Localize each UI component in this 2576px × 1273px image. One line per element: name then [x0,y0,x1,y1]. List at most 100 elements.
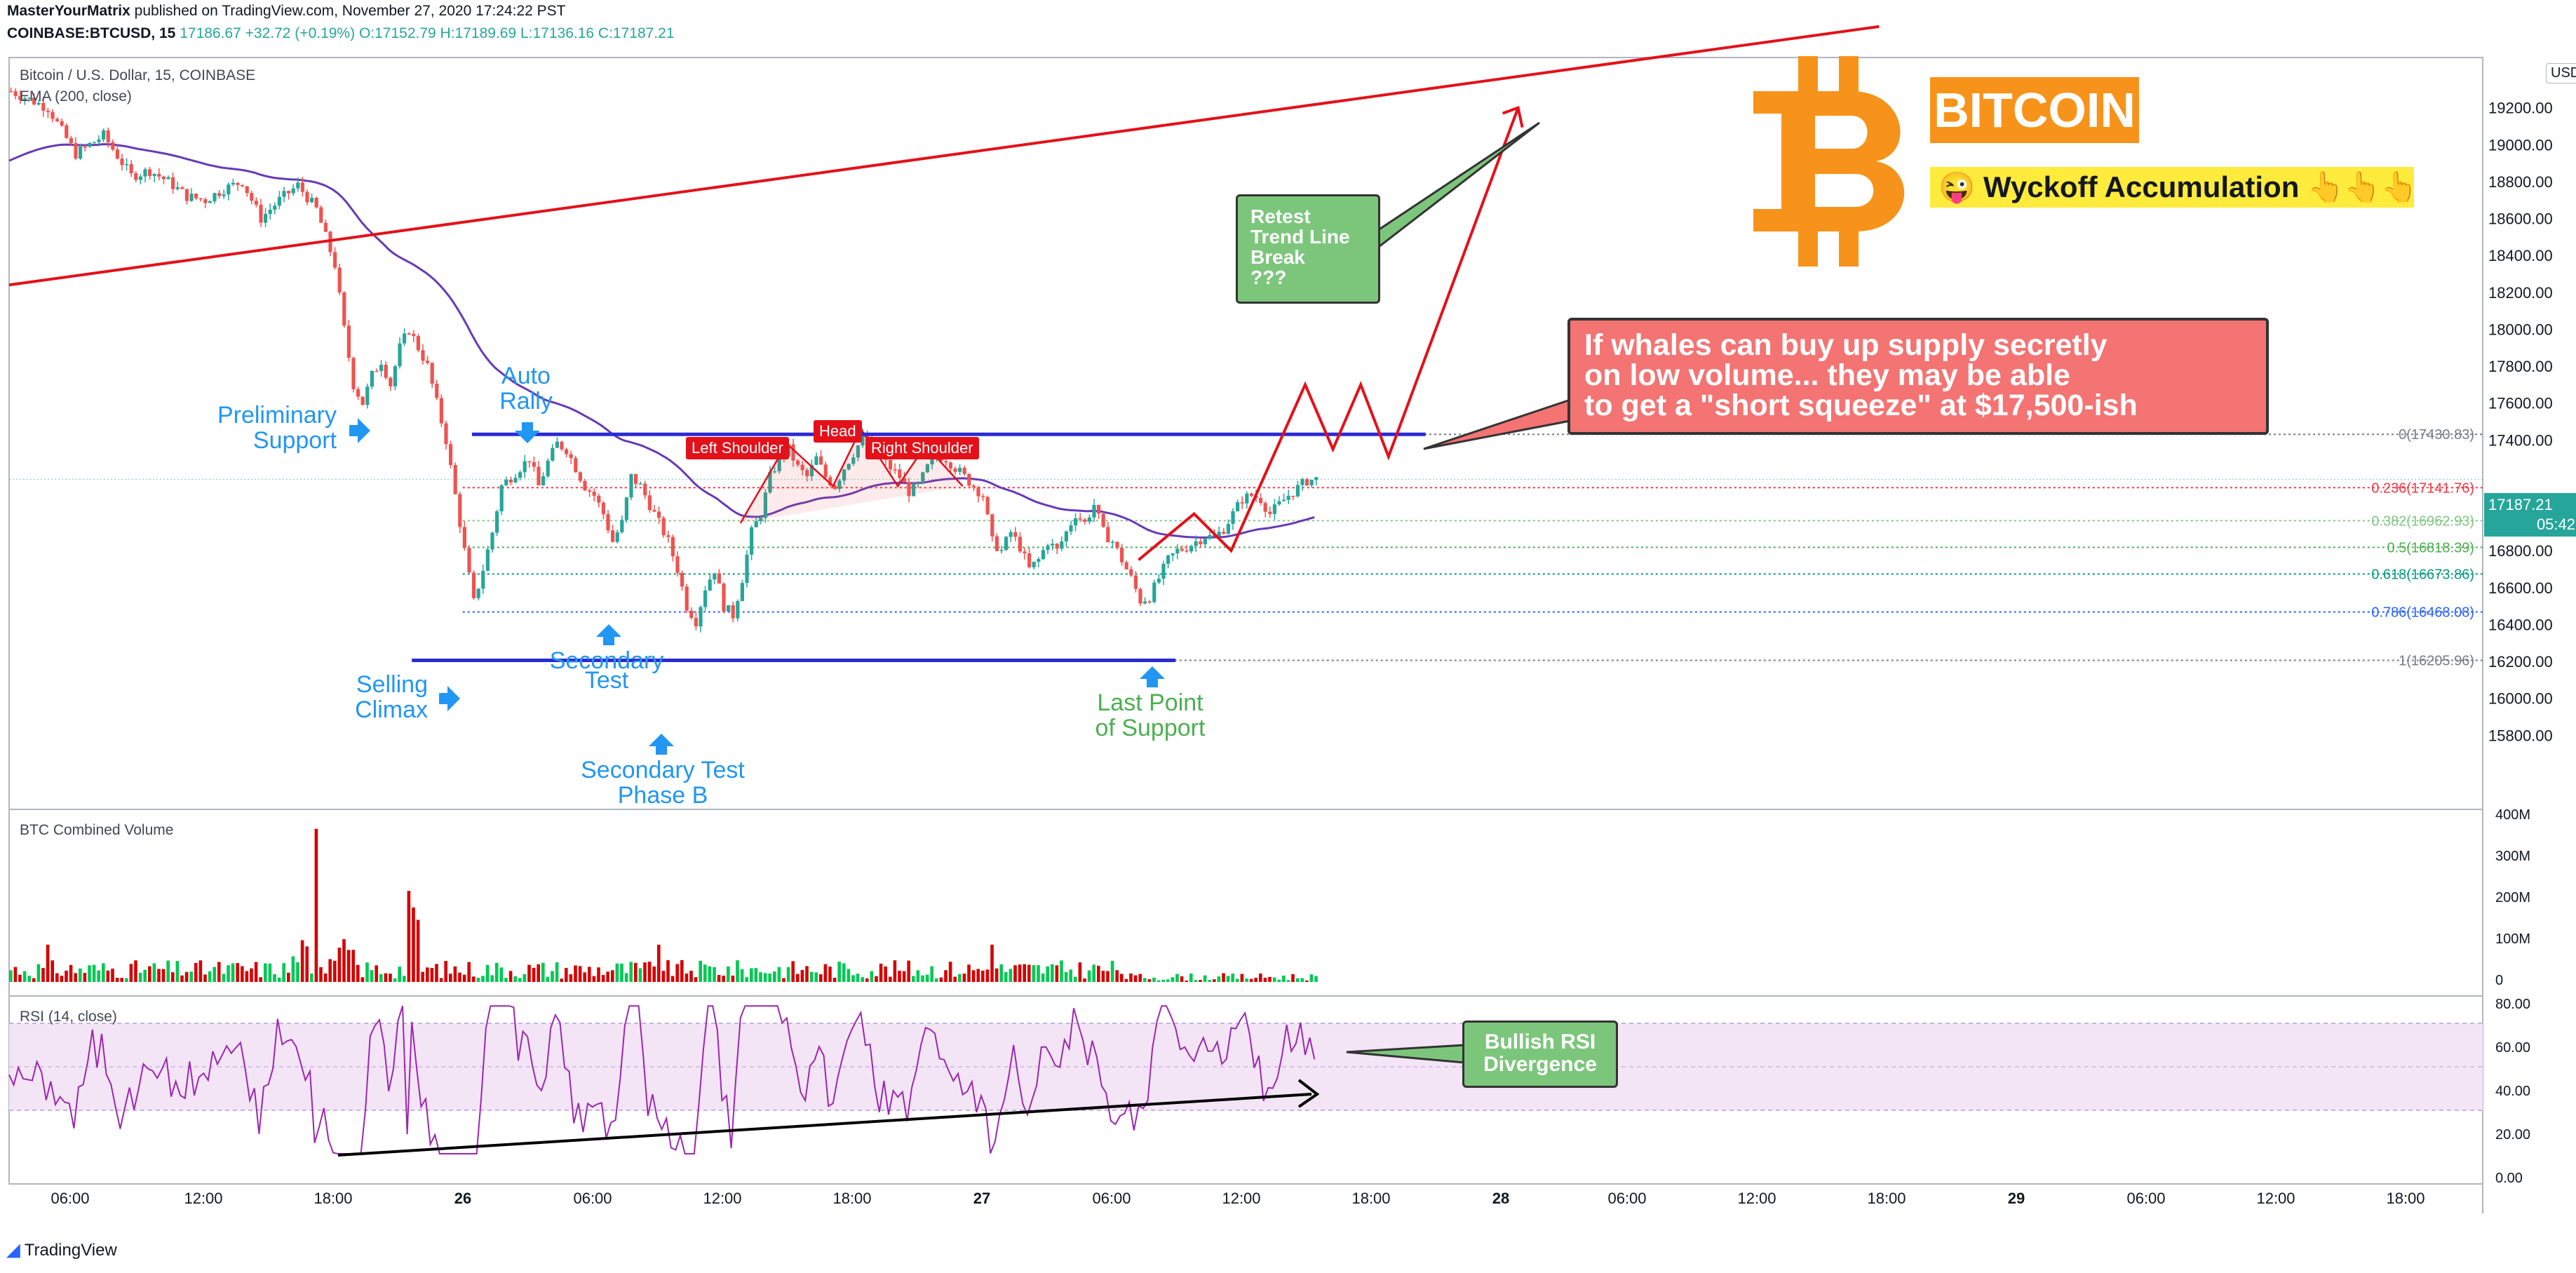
price-tick-label: 18200.00 [2488,284,2553,302]
volume-bar [745,977,748,982]
candle-body [1037,559,1041,562]
candle-body [412,333,416,337]
volume-bar [1277,979,1281,982]
candle-body [722,584,726,612]
range-lines[interactable] [412,432,1426,663]
candle-body [46,110,50,112]
volume-bar [851,975,855,982]
rsi-divergence-callout[interactable]: Bullish RSI Divergence [1462,1021,1618,1088]
publish-line: MasterYourMatrix published on TradingVie… [7,3,566,20]
head-tag[interactable]: Head [814,420,862,443]
volume-bar [435,964,438,982]
volume-bar [1208,980,1211,982]
currency-button[interactable]: USD [2546,63,2576,83]
volume-bar [615,963,619,982]
candle-body [643,483,647,496]
ema-legend[interactable]: EMA (200, close) [20,88,132,105]
candle-body [1268,511,1272,514]
fib-level-label: 0(17430.83) [2399,427,2474,443]
rsi-divergence-arrowhead [1297,1079,1320,1108]
candle-body [1156,579,1161,583]
volume-bar [546,976,550,982]
volume-bar [1263,978,1267,982]
candle-body [157,173,161,177]
rsi-tick-label: 40.00 [2495,1084,2530,1099]
candle-body [389,377,393,386]
trend-line[interactable] [8,25,1880,287]
candle-body [416,336,420,351]
candle-body [1185,550,1189,552]
time-tick-label: 18:00 [1867,1190,1906,1207]
candle-body [555,441,559,448]
author-name[interactable]: MasterYourMatrix [7,3,130,19]
selling-climax-label: Selling Climax [330,672,428,722]
right-shoulder-tag[interactable]: Right Shoulder [865,437,979,459]
volume-tick-label: 200M [2495,890,2530,905]
volume-bar [189,971,193,982]
volume-bar [1156,980,1161,982]
projection-path[interactable] [1138,105,1524,561]
candle-body [449,444,453,465]
time-tick-label: 27 [973,1190,990,1207]
volume-bar [79,968,82,982]
volume-bar [1110,960,1114,982]
candle-body [1217,532,1221,537]
volume-bar [717,975,721,982]
volume-bar [601,975,605,982]
secondary-test-label: Secondary Test [540,648,673,693]
candle-body [745,554,749,584]
volume-bar [1055,965,1059,982]
candle-body [403,333,407,344]
candle-body [305,191,309,203]
secondary-test-b-line1: Secondary Test [581,757,745,783]
candle-body [111,142,115,150]
candle-body [1124,562,1128,570]
price-tick-label: 17600.00 [2488,395,2553,412]
volume-bar [527,964,531,982]
retest-line3: Break [1250,246,1305,268]
volume-bar [958,974,962,982]
candle-body [694,618,698,627]
candle-body [578,472,582,481]
fibonacci-retracement[interactable]: 0(17430.83) 0.236(17141.76) 0.382(16962.93… [9,427,2483,669]
candle-body [513,478,518,483]
volume-bar [485,964,490,982]
retest-callout-tail [1375,121,1540,252]
volume-bar [809,971,814,982]
volume-bar [680,959,684,982]
price-tick-label: 17800.00 [2488,358,2553,375]
candle-body [1314,477,1319,480]
left-shoulder-tag[interactable]: Left Shoulder [686,437,789,459]
candle-body [1120,548,1124,563]
volume-bar [1097,965,1100,982]
candle-body [245,186,249,194]
auto-rally-line2: Rally [499,388,553,415]
volume-bar [337,948,342,982]
candle-body [713,573,717,580]
candle-body [750,527,754,555]
volume-bar [453,966,457,982]
volume-bar [912,976,915,982]
time-tick-label: 18:00 [313,1190,352,1207]
candle-body [27,97,32,99]
volume-bar [1226,976,1230,982]
candle-body [74,143,78,159]
time-tick-label: 12:00 [184,1190,222,1207]
retest-callout[interactable]: Retest Trend Line Break ??? [1236,194,1380,304]
candle-body [670,537,675,557]
candle-body [314,198,318,208]
whales-callout[interactable]: If whales can buy up supply secretly on … [1567,318,2269,435]
candle-body [1286,495,1290,500]
candle-body [125,163,129,166]
volume-bar [55,973,59,982]
volume-bar [138,972,142,982]
volume-bar [1240,974,1244,982]
candle-body [439,398,443,424]
candle-body [606,514,610,531]
candle-body [958,468,962,472]
candle-body [1240,502,1244,504]
candle-body [809,464,814,476]
volume-bar [1314,976,1318,982]
candle-body [9,90,13,93]
